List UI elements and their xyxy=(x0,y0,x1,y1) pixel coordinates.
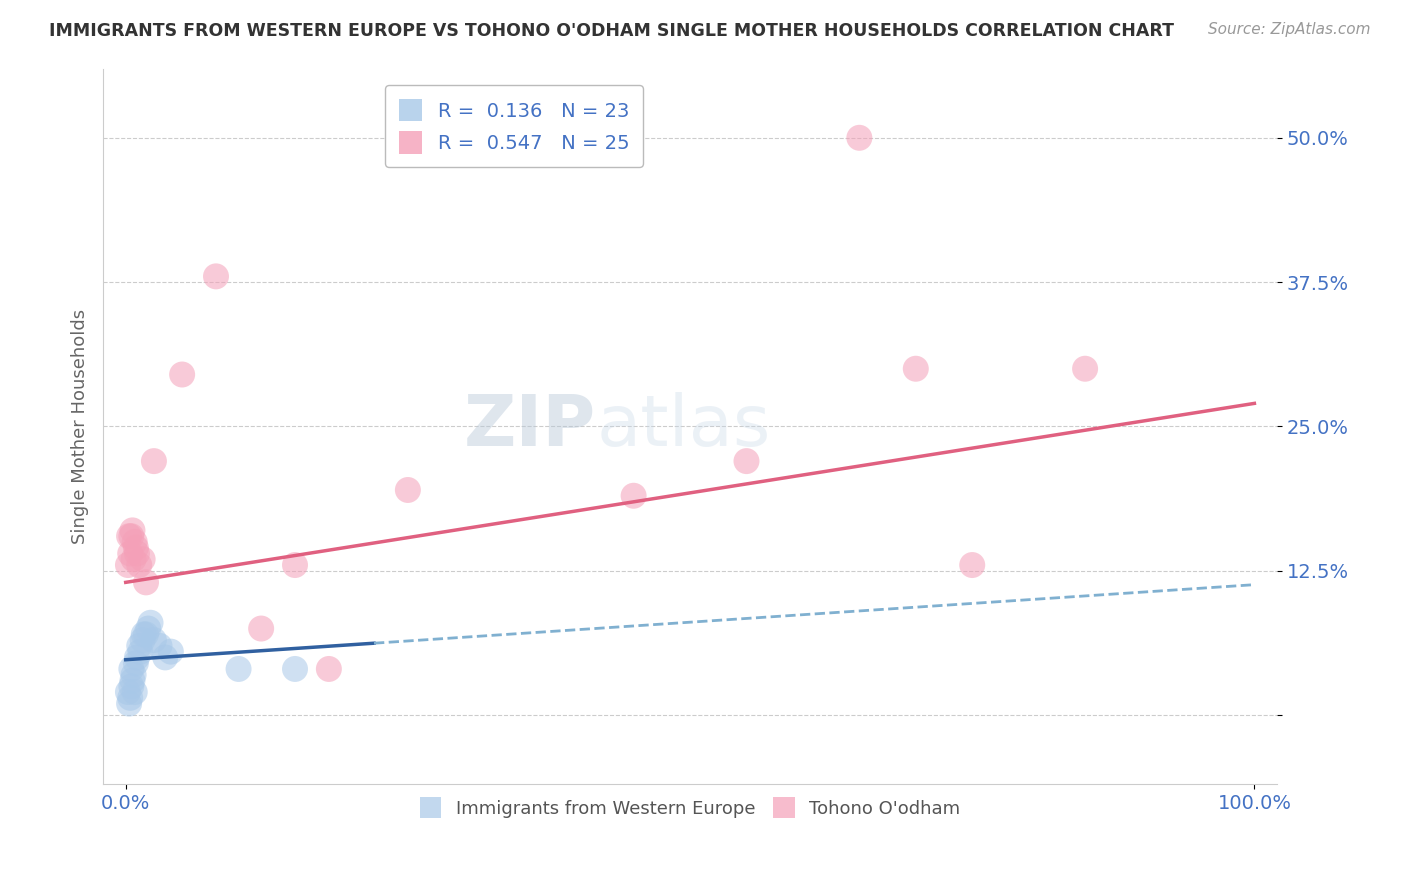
Point xyxy=(125,541,148,555)
Point xyxy=(960,558,983,572)
Point xyxy=(142,633,165,648)
Point xyxy=(121,524,143,538)
Point xyxy=(284,662,307,676)
Point xyxy=(623,489,645,503)
Point xyxy=(396,483,419,497)
Point xyxy=(122,667,145,681)
Point xyxy=(124,535,146,549)
Y-axis label: Single Mother Households: Single Mother Households xyxy=(72,309,89,544)
Point xyxy=(735,454,758,468)
Point xyxy=(124,685,146,699)
Point xyxy=(135,575,157,590)
Text: ZIP: ZIP xyxy=(464,392,596,461)
Point xyxy=(121,673,143,688)
Point xyxy=(125,650,148,665)
Point xyxy=(139,615,162,630)
Text: IMMIGRANTS FROM WESTERN EUROPE VS TOHONO O'ODHAM SINGLE MOTHER HOUSEHOLDS CORREL: IMMIGRANTS FROM WESTERN EUROPE VS TOHONO… xyxy=(49,22,1174,40)
Point xyxy=(228,662,250,676)
Point xyxy=(135,627,157,641)
Point xyxy=(1074,361,1097,376)
Text: atlas: atlas xyxy=(596,392,770,461)
Point xyxy=(120,679,142,693)
Point xyxy=(172,368,194,382)
Point xyxy=(142,454,165,468)
Point xyxy=(120,547,142,561)
Point xyxy=(129,645,152,659)
Point xyxy=(318,662,340,676)
Point xyxy=(128,558,150,572)
Point xyxy=(128,639,150,653)
Point xyxy=(136,622,159,636)
Point xyxy=(118,697,141,711)
Point xyxy=(125,547,148,561)
Point xyxy=(120,662,142,676)
Point xyxy=(125,656,148,670)
Point xyxy=(131,633,153,648)
Point xyxy=(904,361,927,376)
Point xyxy=(122,552,145,566)
Point xyxy=(848,130,870,145)
Point xyxy=(160,645,183,659)
Point xyxy=(250,622,273,636)
Point xyxy=(131,552,153,566)
Point xyxy=(132,627,155,641)
Point xyxy=(155,650,177,665)
Point xyxy=(117,558,139,572)
Point xyxy=(148,639,170,653)
Point xyxy=(205,269,228,284)
Point xyxy=(120,690,142,705)
Legend: Immigrants from Western Europe, Tohono O'odham: Immigrants from Western Europe, Tohono O… xyxy=(412,790,967,825)
Text: Source: ZipAtlas.com: Source: ZipAtlas.com xyxy=(1208,22,1371,37)
Point xyxy=(118,529,141,543)
Point xyxy=(284,558,307,572)
Point xyxy=(117,685,139,699)
Point xyxy=(120,529,142,543)
